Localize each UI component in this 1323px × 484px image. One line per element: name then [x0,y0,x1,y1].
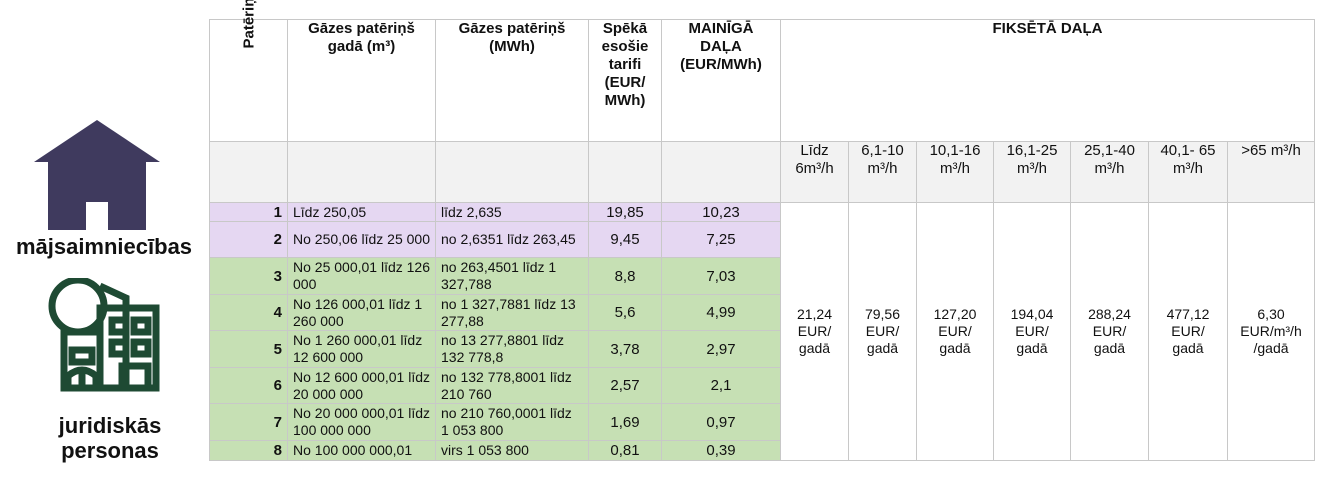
legal-persons-line2: personas [61,438,159,463]
group-number: 7 [209,403,288,441]
variable-part-value: 7,25 [661,221,781,258]
legal-persons-line1: juridiskās [58,413,162,438]
tariff-value: 5,6 [588,294,662,331]
house-icon [34,120,160,230]
group-number: 1 [209,202,288,222]
table-row: 8 No 100 000 000,01 virs 1 053 800 0,81 … [209,440,1315,461]
tariff-value: 2,57 [588,367,662,404]
fixed-value: 477,12 EUR/ gadā [1148,202,1228,461]
households-label: mājsaimniecības [15,234,193,259]
header-variable-part: MAINĪGĀ DAĻA (EUR/MWh) [661,19,781,142]
bucket-label: 10,1-16 m³/h [916,141,994,203]
table-row: 4 No 126 000,01 līdz 1 260 000 no 1 327,… [209,294,1315,331]
consumption-m3: No 1 260 000,01 līdz 12 600 000 [287,330,436,368]
fixed-value: 6,30 EUR/m³/h /gadā [1226,202,1316,461]
group-number: 4 [209,294,288,331]
header-fixed-part: FIKSĒTĀ DAĻA [779,19,1316,142]
tariff-value: 8,8 [588,257,662,295]
consumption-mwh: virs 1 053 800 [435,440,589,461]
consumption-m3: No 126 000,01 līdz 1 260 000 [287,294,436,331]
bucket-label: 16,1-25 m³/h [993,141,1071,203]
variable-part-value: 2,97 [661,330,781,368]
group-number: 5 [209,330,288,368]
tariff-table: Patēriņa grupas Nr. Gāzes patēriņš gadā … [209,0,1316,461]
bucket-label: 6,1-10 m³/h [848,141,917,203]
variable-part-value: 7,03 [661,257,781,295]
variable-part-value: 0,97 [661,403,781,441]
table-row: 3 No 25 000,01 līdz 126 000 no 263,4501 … [209,257,1315,295]
group-number: 3 [209,257,288,295]
bucket-label: Līdz 6m³/h [780,141,849,203]
consumption-mwh: no 263,4501 līdz 1 327,788 [435,257,589,295]
header-annual-m3: Gāzes patēriņš gadā (m³) [287,19,436,142]
blank-cell [588,141,662,203]
group-number: 6 [209,367,288,404]
table-row: 5 No 1 260 000,01 līdz 12 600 000 no 13 … [209,330,1315,368]
tariff-value: 0,81 [588,440,662,461]
consumption-m3: No 12 600 000,01 līdz 20 000 000 [287,367,436,404]
tariff-value: 3,78 [588,330,662,368]
consumption-mwh: no 1 327,7881 līdz 13 277,88 [435,294,589,331]
table-row: 2 No 250,06 līdz 25 000 no 2,6351 līdz 2… [209,221,1315,258]
header-tariffs: Spēkā esošie tarifi (EUR/ MWh) [588,19,662,142]
group-number: 2 [209,221,288,258]
group-number: 8 [209,440,288,461]
bucket-label: >65 m³/h [1226,141,1316,203]
consumption-mwh: no 210 760,0001 līdz 1 053 800 [435,403,589,441]
consumption-m3: No 100 000 000,01 [287,440,436,461]
variable-part-value: 2,1 [661,367,781,404]
office-building-icon [48,278,160,392]
blank-cell [661,141,781,203]
bucket-row: Līdz 6m³/h 6,1-10 m³/h 10,1-16 m³/h 16,1… [209,141,1316,203]
blank-cell [287,141,436,203]
consumption-mwh: no 2,6351 līdz 263,45 [435,221,589,258]
variable-part-value: 4,99 [661,294,781,331]
header-annual-mwh: Gāzes patēriņš (MWh) [435,19,589,142]
tariff-value: 9,45 [588,221,662,258]
fixed-value: 127,20 EUR/ gadā [916,202,994,461]
fixed-value: 79,56 EUR/ gadā [848,202,917,461]
tariff-value: 19,85 [588,202,662,222]
consumption-m3: No 250,06 līdz 25 000 [287,221,436,258]
header-row: Patēriņa grupas Nr. Gāzes patēriņš gadā … [209,0,1316,142]
consumption-m3: No 20 000 000,01 līdz 100 000 000 [287,403,436,441]
bucket-label: 25,1-40 m³/h [1070,141,1149,203]
table-row: 1 Līdz 250,05 līdz 2,635 19,85 10,23 21,… [209,202,1316,461]
blank-cell [435,141,589,203]
consumption-m3: Līdz 250,05 [287,202,436,222]
consumption-m3: No 25 000,01 līdz 126 000 [287,257,436,295]
legal-persons-label: juridiskās personas [20,413,200,463]
table-row: 7 No 20 000 000,01 līdz 100 000 000 no 2… [209,403,1315,441]
header-group-no-text: Patēriņa grupas Nr. [240,0,257,49]
consumption-mwh: līdz 2,635 [435,202,589,222]
tariff-value: 1,69 [588,403,662,441]
fixed-value: 21,24 EUR/ gadā [780,202,849,461]
bucket-label: 40,1- 65 m³/h [1148,141,1228,203]
variable-part-value: 10,23 [661,202,781,222]
fixed-value: 194,04 EUR/ gadā [993,202,1071,461]
header-group-no: Patēriņa grupas Nr. [209,0,288,142]
fixed-value: 288,24 EUR/ gadā [1070,202,1149,461]
consumption-mwh: no 132 778,8001 līdz 210 760 [435,367,589,404]
variable-part-value: 0,39 [661,440,781,461]
consumption-mwh: no 13 277,8801 līdz 132 778,8 [435,330,589,368]
blank-cell [209,141,288,203]
